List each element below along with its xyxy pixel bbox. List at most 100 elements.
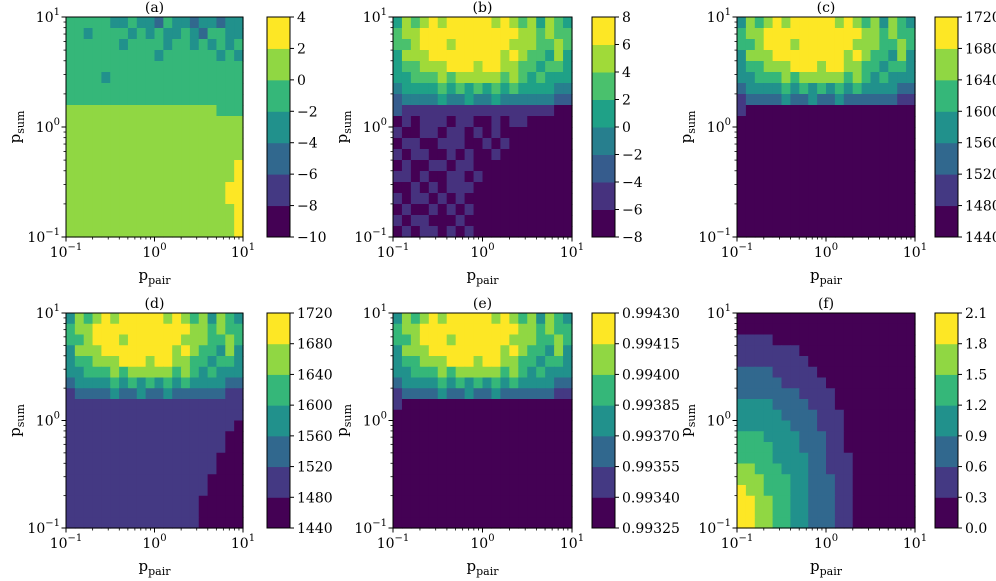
contour-cell — [897, 94, 907, 106]
contour-cell — [843, 377, 854, 389]
panel-f: (f)10−1 100 10110−1100101ppairpsum2.11.81.… — [677, 296, 987, 578]
contour-cell — [419, 116, 430, 128]
contour-cell — [482, 83, 493, 95]
contour-cell — [545, 116, 555, 128]
contour-cell — [127, 94, 138, 106]
y-tick-label: 10−1 — [27, 518, 60, 537]
contour-cell — [110, 431, 120, 443]
contour-cell — [455, 138, 466, 150]
contour-cell — [563, 138, 573, 150]
contour-cell — [790, 28, 800, 40]
contour-cell — [216, 463, 226, 475]
contour-cell — [861, 39, 872, 51]
contour-cell — [464, 485, 475, 497]
contour-cell — [826, 345, 836, 357]
contour-cell — [189, 94, 200, 106]
contour-cell — [563, 334, 573, 346]
contour-cell — [745, 313, 756, 325]
contour-cell — [181, 204, 191, 216]
contour-cell — [101, 215, 111, 227]
contour-cell — [763, 334, 774, 346]
contour-cell — [817, 366, 827, 379]
contour-cell — [225, 323, 235, 336]
contour-cell — [754, 61, 765, 73]
contour-cell — [74, 495, 85, 508]
contour-cell — [808, 50, 818, 62]
contour-cell — [790, 506, 800, 518]
contour-cell — [852, 94, 863, 106]
contour-cell — [473, 517, 484, 529]
contour-cell — [781, 138, 791, 150]
contour-cell — [163, 345, 173, 357]
panel-a-colorbar: 420−2−4−6−8−10 — [266, 10, 327, 246]
contour-cell — [455, 399, 466, 411]
contour-cell — [136, 204, 147, 216]
contour-cell — [198, 39, 209, 51]
contour-cell — [536, 356, 546, 368]
y-tick-label: 10−1 — [698, 227, 731, 246]
contour-cell — [888, 127, 898, 139]
contour-cell — [518, 517, 528, 529]
contour-cell — [790, 72, 800, 84]
contour-cell — [772, 149, 783, 161]
contour-cell — [189, 313, 200, 325]
x-tick-label: 10−1 — [721, 242, 754, 261]
contour-cell — [145, 193, 156, 205]
contour-cell — [527, 452, 537, 465]
contour-cell — [189, 345, 200, 357]
contour-cell — [393, 399, 403, 411]
contour-cell — [772, 442, 783, 454]
contour-cell — [906, 204, 916, 216]
contour-cell — [154, 171, 164, 183]
contour-cell — [536, 149, 546, 161]
contour-cell — [772, 116, 783, 128]
contour-cell — [207, 61, 218, 73]
contour-cell — [410, 485, 421, 497]
contour-cell — [437, 171, 448, 183]
contour-cell — [843, 495, 854, 508]
contour-cell — [518, 127, 528, 139]
contour-cell — [491, 442, 501, 454]
contour-cell — [772, 485, 783, 497]
contour-cell — [781, 323, 791, 336]
contour-cell — [799, 72, 809, 84]
contour-cell — [437, 356, 448, 368]
contour-cell — [527, 399, 537, 411]
contour-cell — [897, 171, 907, 183]
panel-a-title: (a) — [145, 0, 164, 16]
contour-cell — [181, 431, 191, 443]
contour-cell — [879, 94, 889, 106]
contour-cell — [843, 105, 854, 117]
contour-cell — [754, 495, 765, 508]
contour-cell — [781, 127, 791, 139]
contour-cell — [563, 463, 573, 475]
contour-cell — [198, 171, 209, 183]
contour-cell — [509, 388, 519, 400]
contour-cell — [163, 463, 173, 475]
contour-cell — [393, 215, 403, 227]
contour-cell — [437, 377, 448, 389]
contour-cell — [136, 94, 147, 106]
contour-cell — [482, 182, 493, 194]
contour-cell — [83, 356, 94, 368]
contour-cell — [817, 495, 827, 508]
colorbar-tick-label: 2.1 — [965, 306, 987, 322]
contour-cell — [500, 485, 510, 497]
contour-cell — [207, 50, 218, 62]
contour-cell — [198, 193, 209, 205]
contour-cell — [834, 442, 845, 454]
colorbar-tick-label: 1.5 — [965, 367, 987, 383]
contour-cell — [189, 17, 200, 29]
contour-cell — [563, 72, 573, 84]
contour-cell — [189, 72, 200, 84]
contour-cell — [455, 83, 466, 95]
contour-cell — [207, 17, 218, 29]
contour-cell — [509, 61, 519, 73]
contour-cell — [464, 182, 475, 194]
contour-cell — [808, 61, 818, 73]
contour-cell — [808, 409, 818, 422]
contour-cell — [897, 506, 907, 518]
contour-cell — [482, 452, 493, 465]
contour-cell — [83, 39, 94, 51]
contour-cell — [410, 171, 421, 183]
